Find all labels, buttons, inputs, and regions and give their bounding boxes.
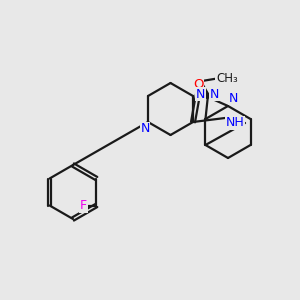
Text: N: N [210,88,220,100]
Text: N: N [140,122,150,136]
Text: F: F [80,199,87,212]
Text: CH₃: CH₃ [216,72,238,85]
Text: N: N [196,88,206,100]
Text: N: N [228,92,238,104]
Text: O: O [193,79,203,92]
Text: NH: NH [226,116,244,130]
